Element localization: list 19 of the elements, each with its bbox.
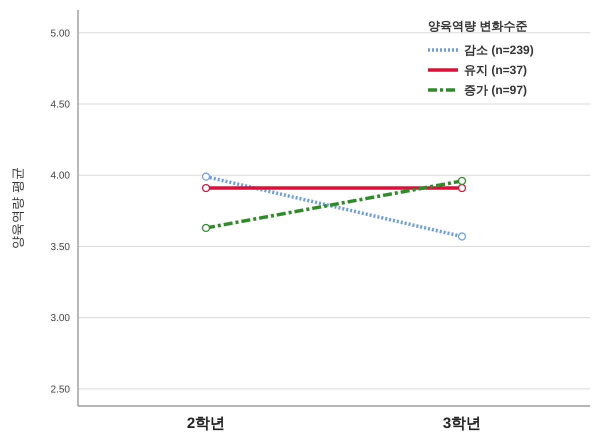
legend-title: 양육역량 변화수준 <box>428 19 528 33</box>
y-tick-label: 4.50 <box>50 100 70 111</box>
legend-label: 유지 (n=37) <box>464 63 528 77</box>
legend-label: 감소 (n=239) <box>464 43 534 57</box>
point <box>202 172 210 181</box>
point <box>458 184 466 192</box>
y-tick-label: 3.50 <box>50 242 70 253</box>
point <box>202 184 210 192</box>
y-tick-label: 3.00 <box>50 313 70 324</box>
legend-label: 증가 (n=97) <box>464 83 528 97</box>
x-tick-label: 3학년 <box>442 415 482 432</box>
x-tick-label: 2학년 <box>186 415 226 432</box>
point <box>458 232 466 241</box>
point <box>202 224 210 232</box>
y-axis-title: 양육역량 평균 <box>10 167 25 249</box>
y-tick-label: 4.00 <box>50 170 70 182</box>
y-tick-label: 5.00 <box>50 28 70 40</box>
point <box>458 176 466 186</box>
y-tick-label: 2.50 <box>50 384 70 396</box>
